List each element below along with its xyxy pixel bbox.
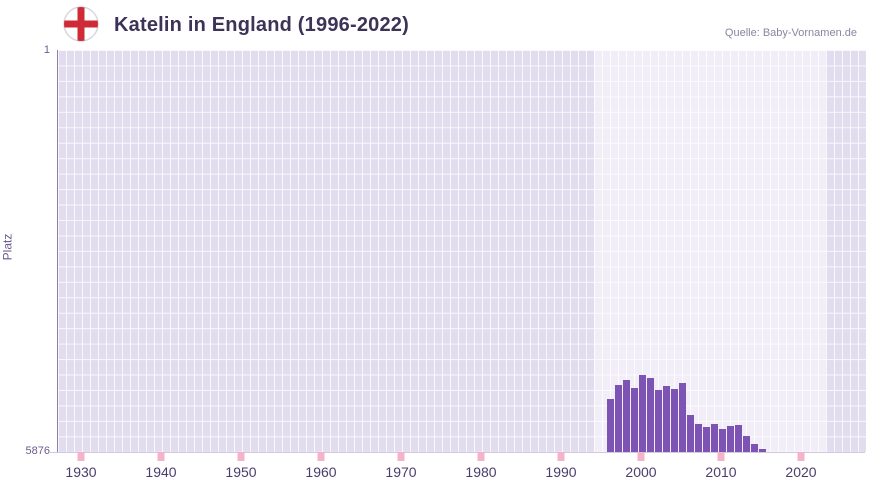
- x-axis: 1930 1940 1950 1960 1970 1980 1990 2000 2010 2020: [57, 452, 865, 488]
- y-axis-min-label: 5876: [25, 445, 50, 457]
- x-tick-mark: [477, 452, 485, 461]
- x-tick-label: 2020: [785, 464, 817, 480]
- x-tick-mark: [717, 452, 725, 461]
- x-tick-mark: [237, 452, 245, 461]
- x-tick-label: 1950: [225, 464, 257, 480]
- x-tick-label: 1940: [145, 464, 177, 480]
- x-tick-label: 1970: [385, 464, 417, 480]
- bar-2011: [726, 426, 734, 452]
- bar-2004: [670, 388, 678, 452]
- bar-1999: [630, 388, 638, 452]
- bar-1998: [622, 379, 630, 452]
- bar-2007: [694, 424, 702, 452]
- x-tick-label: 1930: [65, 464, 97, 480]
- x-tick-label: 1960: [305, 464, 337, 480]
- x-tick-label: 2000: [625, 464, 657, 480]
- bar-2000: [638, 375, 646, 452]
- y-axis-title: Platz: [0, 233, 15, 261]
- england-flag-svg: [63, 6, 99, 42]
- bar-2013: [742, 435, 750, 452]
- bar-2002: [654, 390, 662, 452]
- x-tick-mark: [797, 452, 805, 461]
- chart-title: Katelin in England (1996-2022): [114, 14, 409, 36]
- x-tick-label: 1980: [465, 464, 497, 480]
- x-tick-mark: [557, 452, 565, 461]
- x-tick-mark: [637, 452, 645, 461]
- x-tick-label: 2010: [705, 464, 737, 480]
- x-tick-mark: [317, 452, 325, 461]
- england-flag-icon: [62, 5, 100, 43]
- x-axis-line: [50, 452, 865, 453]
- bar-1996: [606, 398, 614, 452]
- x-tick-mark: [397, 452, 405, 461]
- bar-2015: [758, 448, 766, 452]
- bar-2003: [662, 385, 670, 452]
- bar-1997: [614, 384, 622, 452]
- x-tick-mark: [77, 452, 85, 461]
- source-attribution: Quelle: Baby-Vornamen.de: [724, 27, 857, 39]
- bar-2001: [646, 377, 654, 452]
- plot-area: [57, 50, 866, 452]
- y-axis-max-label: 1: [43, 44, 50, 56]
- bar-2012: [734, 424, 742, 452]
- x-tick-mark: [157, 452, 165, 461]
- bar-2010: [718, 429, 726, 452]
- bar-2005: [678, 382, 686, 452]
- bar-2008: [702, 427, 710, 452]
- bar-2006: [686, 415, 694, 452]
- bar-2014: [750, 444, 758, 452]
- bar-2009: [710, 424, 718, 452]
- x-tick-label: 1990: [545, 464, 577, 480]
